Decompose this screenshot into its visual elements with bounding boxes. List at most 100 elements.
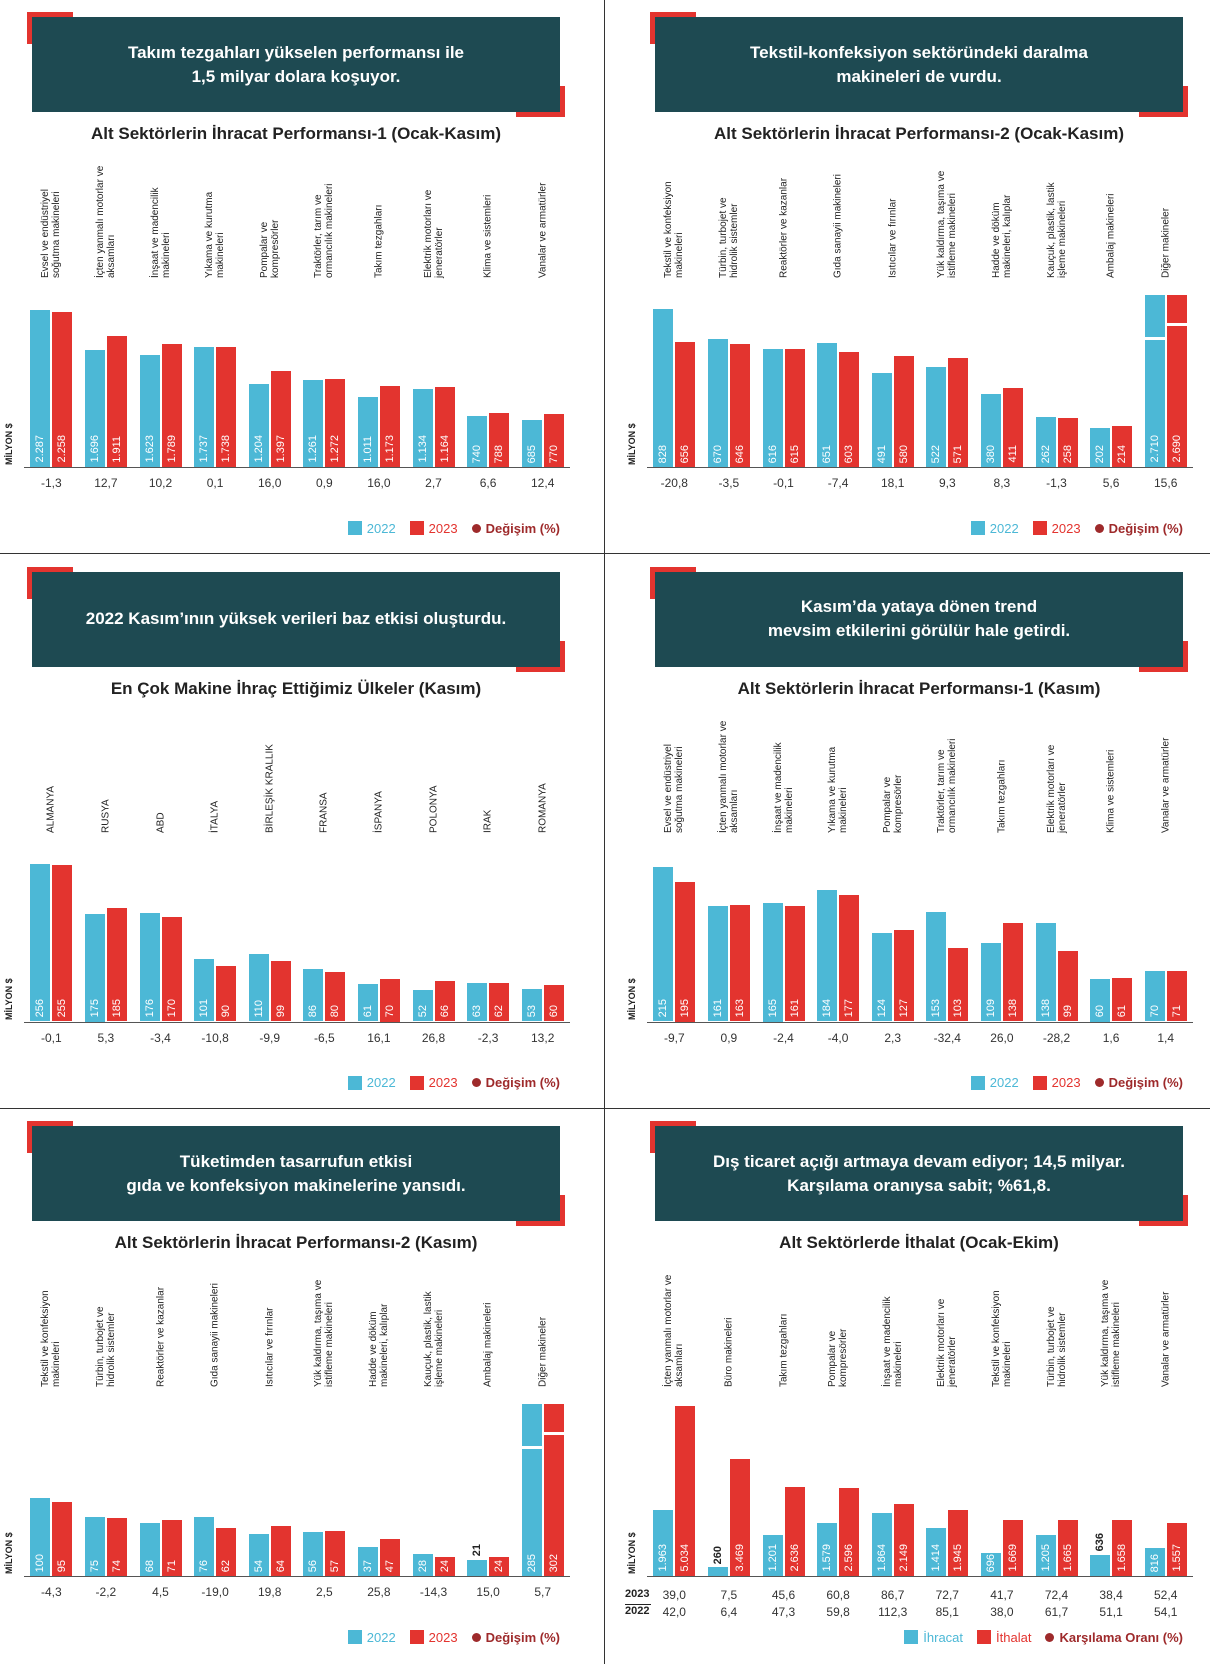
legend-swatch — [347, 1075, 362, 1090]
value-label: 1.864 — [875, 1544, 888, 1572]
value-label: 185 — [110, 999, 123, 1018]
value-label: 86 — [307, 1005, 320, 1018]
bar — [948, 1510, 969, 1576]
bar — [762, 349, 783, 467]
value-label: 491 — [875, 444, 888, 463]
value-label: 100 — [34, 1553, 47, 1572]
bar — [489, 983, 510, 1022]
x-tick-label: Traktörler, tarım ve ormancılık makinele… — [936, 738, 959, 833]
value-label: 1.204 — [252, 435, 265, 463]
bar — [817, 342, 838, 467]
change-label: -3,5 — [718, 476, 740, 490]
bar — [379, 978, 400, 1022]
change-label: 0,1 — [206, 476, 224, 490]
value-label: 47 — [383, 1559, 396, 1572]
bar — [216, 347, 237, 467]
bar — [216, 966, 237, 1022]
legend-swatch — [904, 1630, 919, 1644]
value-label: 1.397 — [274, 435, 287, 463]
bar — [412, 388, 433, 467]
baseline — [647, 1576, 1193, 1577]
legend: 2022 2023 Değişim (%) — [853, 519, 1183, 537]
bar — [139, 913, 160, 1022]
bar — [303, 380, 324, 467]
change-label: -1,3 — [40, 476, 62, 490]
value-label: 68 — [143, 1559, 156, 1572]
value-label: 165 — [766, 999, 779, 1018]
value-label: 74 — [110, 1559, 123, 1572]
plot-area: 2.287 2.258 1.696 1.911 1.623 1.789 1.737 1.738… — [24, 295, 570, 467]
bar — [139, 1522, 160, 1576]
bar — [194, 347, 215, 467]
ratio-label: 45,6 — [771, 1588, 796, 1602]
x-tick-label: İçten yanmalı motorlar ve aksamları — [717, 720, 740, 833]
x-tick-label: Büro makineleri — [723, 1317, 735, 1387]
legend-swatch — [977, 1630, 992, 1644]
change-label: 2,3 — [884, 1030, 902, 1045]
bar — [707, 906, 728, 1022]
change-label: 5,6 — [1102, 476, 1120, 490]
value-label: 522 — [930, 444, 943, 463]
change-label: -3,4 — [150, 1030, 171, 1045]
value-label: 110 — [252, 999, 265, 1018]
ratio-label: 47,3 — [771, 1605, 796, 1619]
x-tick-label: Takım tezgahları — [778, 1313, 789, 1387]
change-label: -2,2 — [95, 1585, 117, 1599]
bar — [1002, 388, 1023, 467]
bar — [106, 335, 127, 467]
banner: Kasım’da yataya dönen trend mevsim etkile… — [655, 571, 1183, 667]
banner-text: 2022 Kasım’ının yüksek verileri baz etki… — [85, 609, 507, 628]
bar — [325, 972, 346, 1022]
bar — [762, 903, 783, 1022]
bar — [980, 1552, 1001, 1576]
bar — [521, 1404, 542, 1576]
change-label: 4,5 — [152, 1585, 169, 1599]
bar — [817, 889, 838, 1022]
x-tick-label: İTALYA — [209, 800, 221, 833]
value-label: 109 — [984, 999, 997, 1018]
x-tick-label: ROMANYA — [537, 782, 549, 833]
legend-swatch — [970, 521, 985, 535]
change-label: -20,8 — [660, 476, 688, 490]
bar — [762, 1535, 783, 1576]
bar — [379, 386, 400, 467]
value-label: 1.011 — [361, 436, 374, 463]
value-label: 1.738 — [220, 435, 233, 463]
legend-swatch — [347, 1630, 362, 1644]
x-tick-label: Traktörler, tarım ve ormancılık makinele… — [313, 183, 336, 278]
banner-text: mevsim etkilerini görülür hale getirdi. — [767, 621, 1071, 640]
value-label: 1.963 — [657, 1544, 670, 1572]
x-tick-label: Elektrik motorları ve jeneratörler — [422, 189, 445, 278]
bar — [653, 308, 674, 467]
bar — [412, 1554, 433, 1576]
legend-label: 2022 — [989, 520, 1019, 536]
value-label: 788 — [493, 444, 506, 463]
x-tick-label: İnşaat ve madencilik makineleri — [772, 741, 795, 833]
value-label: 2.636 — [788, 1544, 801, 1572]
bar — [871, 373, 892, 467]
value-label: 75 — [88, 1559, 101, 1572]
bar — [926, 1528, 947, 1576]
bar — [303, 968, 324, 1022]
x-tick-label: Vanalar ve armatürler — [537, 182, 549, 278]
bar — [1112, 1520, 1133, 1576]
bar — [325, 1531, 346, 1576]
value-label: 2.287 — [34, 435, 47, 463]
value-label: 62 — [493, 1005, 506, 1018]
bar — [357, 984, 378, 1022]
bar — [926, 911, 947, 1022]
bar — [194, 959, 215, 1022]
value-label: 285 — [525, 1553, 538, 1572]
x-tick-label: İnşaat ve madencilik makineleri — [149, 187, 172, 278]
banner: Tekstil-konfeksiyon sektöründeki daralma… — [655, 17, 1183, 112]
bar — [1002, 922, 1023, 1022]
value-label: 740 — [471, 444, 484, 463]
ratio-label: 38,4 — [1099, 1588, 1123, 1602]
value-label: 95 — [56, 1559, 69, 1572]
change-label: 6,6 — [479, 476, 497, 490]
baseline — [647, 1021, 1193, 1023]
bar — [303, 1532, 324, 1576]
x-tick-label: Diğer makineler — [1160, 207, 1172, 278]
change-label: 16,1 — [367, 1030, 391, 1045]
value-label: 153 — [930, 999, 943, 1018]
